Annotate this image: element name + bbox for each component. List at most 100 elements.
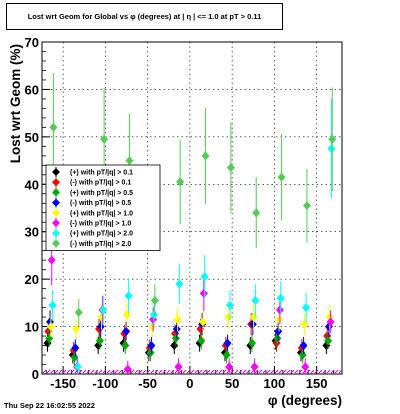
data-point [74,307,83,317]
data-point [326,317,335,327]
data-point [48,300,57,310]
zero-band-hatch [154,369,159,374]
data-point [95,336,104,346]
data-point [99,305,108,315]
zero-band-hatch [58,369,63,374]
zero-band-hatch [206,369,211,374]
data-point [301,362,310,372]
data-point [302,303,311,313]
legend-entry: (+) with pT/|q| > 0.5 [70,190,133,197]
data-point [224,312,233,322]
data-point [149,310,158,320]
data-point [176,177,185,187]
zero-band-hatch [78,369,83,374]
data-point [122,310,131,320]
data-point [223,338,232,348]
data-point [47,255,56,265]
timestamp-footer: Thu Sep 22 16:02:55 2022 [4,401,95,410]
data-point [147,341,156,351]
zero-band-hatch [110,369,115,374]
legend-entry: (-) with pT/|q| > 0.1 [70,180,131,187]
zero-band-hatch [322,369,327,374]
zero-band-hatch [138,369,143,374]
data-point [173,314,182,324]
zero-band-hatch [254,369,259,374]
data-point [148,322,157,332]
data-point [197,336,206,346]
chart-title-box: Lost wrt Geom for Global vs φ (degrees) … [6,3,283,30]
data-point [200,272,209,282]
data-point [248,319,257,329]
zero-band-hatch [170,369,175,374]
zero-band-hatch [282,369,287,374]
data-point [96,322,105,332]
zero-band-hatch [102,369,107,374]
zero-band-hatch [114,369,119,374]
data-point [250,362,259,372]
y-tick-label: 30 [25,225,39,240]
data-point [174,362,183,372]
data-point [123,364,132,374]
zero-band-hatch [298,369,303,374]
data-point [70,352,79,362]
zero-band-hatch [70,369,75,374]
legend-entry: (+) with pT/|q| > 2.0 [70,231,133,238]
zero-band-hatch [222,369,227,374]
legend-marker [52,239,60,248]
y-tick-label: 40 [25,177,39,192]
data-point [125,156,134,166]
plot-frame [41,41,343,375]
zero-band-hatch [214,369,219,374]
data-point [276,293,285,303]
zero-band-hatch [166,369,171,374]
data-point [222,350,231,360]
legend-entry: (-) with pT/|q| > 0.5 [70,200,131,207]
legend-marker [52,188,60,197]
legend-marker [52,198,60,207]
y-axis-label: Lost wrt Geom (%) [8,44,23,163]
data-point [226,163,235,173]
data-point [273,333,282,343]
x-tick-label: 150 [306,376,328,391]
zero-band-hatch [270,369,275,374]
legend-entry: (+) with pT/|q| > 0.1 [70,170,133,177]
y-tick-label: 20 [25,272,39,287]
data-point [328,134,337,144]
zero-band-hatch [174,369,179,374]
y-tick-label: 0 [32,367,39,382]
legend-marker [52,178,60,187]
zero-band-hatch [290,369,295,374]
zero-band-hatch [246,369,251,374]
data-point [199,288,208,298]
zero-band-hatch [210,369,215,374]
legend-entry: (-) with pT/|q| > 2.0 [70,241,131,248]
data-point [170,341,179,351]
legend-entry: (+) with pT/|q| > 1.0 [70,210,133,217]
data-point [71,343,80,353]
legend-marker [52,168,60,176]
zero-band-hatch [306,369,311,374]
data-point [327,144,336,154]
zero-band-hatch [202,369,207,374]
data-point [248,338,256,348]
zero-band-hatch [162,369,167,374]
zero-band-hatch [330,369,335,374]
zero-band-hatch [250,369,255,374]
zero-band-hatch [118,369,123,374]
zero-band-hatch [54,369,59,374]
zero-band-hatch [326,369,331,374]
data-point [324,336,333,346]
y-tick-label: 50 [25,130,39,145]
data-point [299,341,308,351]
zero-band-hatch [230,369,235,374]
zero-band-hatch [294,369,299,374]
data-point [175,279,184,289]
legend-entry: (-) with pT/|q| > 1.0 [70,221,131,228]
zero-band-hatch [62,369,67,374]
data-point [275,314,284,324]
zero-band-hatch [190,369,195,374]
data-point [121,341,130,351]
zero-band-hatch [286,369,291,374]
zero-band-hatch [46,369,51,374]
